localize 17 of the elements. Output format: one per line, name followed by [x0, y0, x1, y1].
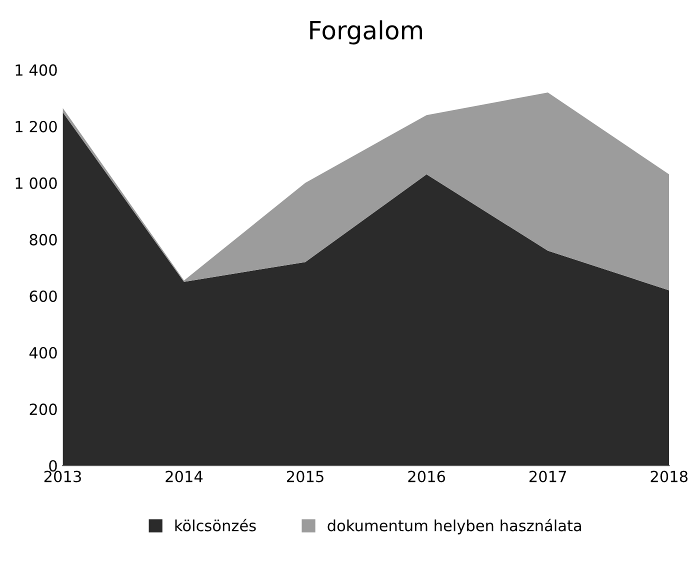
- x-tick-label: 2013: [44, 470, 81, 482]
- y-tick-label: 1 000: [16, 177, 57, 189]
- chart-title: Forgalom: [310, 20, 422, 44]
- y-tick-label: 0: [49, 460, 57, 472]
- x-tick-label: 2015: [286, 470, 324, 482]
- y-tick-label: 800: [30, 234, 57, 246]
- x-tick-label: 2014: [166, 470, 203, 482]
- y-tick-label: 1 400: [16, 64, 57, 76]
- legend-label: dokumentum helyben használata: [328, 518, 581, 534]
- x-tick-label: 2016: [408, 470, 446, 482]
- x-tick-label: 2017: [530, 470, 566, 482]
- y-tick-label: 400: [29, 346, 57, 359]
- y-tick-label: 1 200: [16, 120, 57, 132]
- x-tick-label: 2018: [650, 470, 688, 482]
- legend-label: kölcsönzés: [175, 518, 256, 532]
- y-tick-label: 200: [30, 404, 57, 416]
- y-tick-label: 600: [30, 290, 57, 302]
